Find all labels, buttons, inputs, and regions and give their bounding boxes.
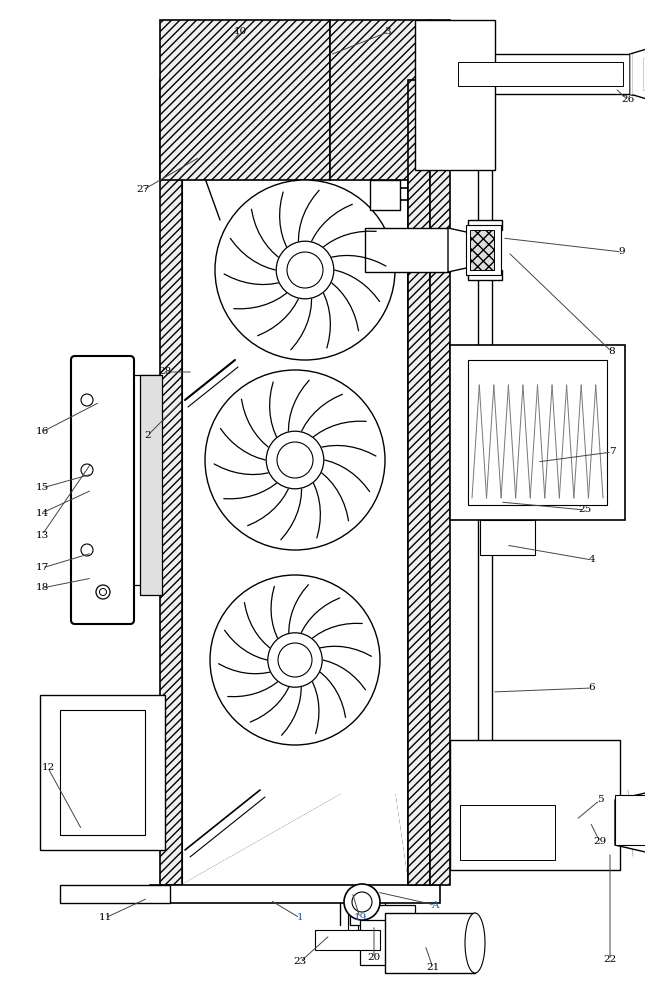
Ellipse shape: [465, 913, 485, 973]
Circle shape: [205, 370, 385, 550]
Text: 20: 20: [368, 954, 381, 962]
Bar: [466, 225, 501, 275]
Bar: [385, 913, 475, 973]
Bar: [350, 905, 415, 925]
Text: A: A: [432, 900, 439, 910]
Text: 25: 25: [579, 506, 591, 514]
Text: 7: 7: [609, 448, 615, 456]
Text: 23: 23: [293, 958, 306, 966]
Bar: [60, 710, 145, 835]
Circle shape: [276, 241, 334, 299]
Bar: [430, 20, 450, 885]
Text: 3: 3: [384, 27, 392, 36]
Circle shape: [99, 588, 106, 595]
Bar: [415, 20, 495, 170]
Bar: [450, 54, 635, 94]
Circle shape: [266, 431, 324, 489]
Bar: [150, 885, 440, 903]
Text: 8: 8: [609, 348, 615, 357]
Circle shape: [96, 585, 110, 599]
Polygon shape: [630, 54, 632, 94]
Polygon shape: [182, 795, 408, 885]
Bar: [450, 345, 625, 520]
Circle shape: [277, 442, 313, 478]
Bar: [315, 930, 380, 950]
Text: 17: 17: [35, 564, 48, 572]
FancyBboxPatch shape: [71, 356, 134, 624]
Text: 4: 4: [589, 556, 595, 564]
Bar: [468, 360, 607, 505]
Text: 16: 16: [35, 428, 48, 436]
Circle shape: [81, 394, 93, 406]
Circle shape: [81, 464, 93, 476]
Text: 26: 26: [621, 96, 635, 104]
Polygon shape: [642, 58, 644, 90]
Circle shape: [210, 575, 380, 745]
Bar: [450, 740, 620, 870]
Polygon shape: [630, 39, 645, 109]
Circle shape: [287, 252, 323, 288]
Bar: [615, 795, 645, 845]
Bar: [370, 180, 400, 210]
Text: 1: 1: [297, 914, 303, 922]
Text: 13: 13: [35, 530, 48, 540]
Bar: [140, 375, 162, 595]
Bar: [480, 520, 535, 555]
Bar: [458, 62, 623, 86]
Bar: [360, 920, 415, 965]
Text: 15: 15: [35, 484, 48, 492]
Bar: [160, 20, 330, 180]
Circle shape: [215, 180, 395, 360]
Bar: [182, 80, 408, 885]
Bar: [40, 695, 165, 850]
Circle shape: [81, 544, 93, 556]
Text: 28: 28: [159, 367, 172, 376]
Bar: [408, 80, 430, 885]
Text: 12: 12: [41, 764, 55, 772]
Text: 10: 10: [233, 27, 246, 36]
Text: 2: 2: [144, 430, 152, 440]
Bar: [160, 80, 182, 885]
Bar: [365, 228, 450, 272]
Bar: [468, 220, 502, 230]
Text: 29: 29: [593, 838, 607, 846]
Bar: [408, 80, 430, 885]
Text: 5: 5: [597, 796, 603, 804]
Polygon shape: [615, 785, 645, 860]
Circle shape: [344, 884, 380, 920]
Text: 14: 14: [35, 508, 48, 518]
Text: 9: 9: [619, 247, 625, 256]
Bar: [460, 805, 555, 860]
Circle shape: [352, 892, 372, 912]
Bar: [330, 20, 430, 180]
Text: 11: 11: [99, 914, 112, 922]
Circle shape: [278, 643, 312, 677]
Bar: [470, 230, 494, 270]
Text: 6: 6: [589, 684, 595, 692]
Bar: [60, 885, 170, 903]
Text: 19: 19: [353, 914, 366, 922]
Circle shape: [268, 633, 322, 687]
Text: 18: 18: [35, 584, 48, 592]
Bar: [468, 270, 502, 280]
Polygon shape: [448, 228, 480, 272]
Text: 21: 21: [426, 964, 440, 972]
Text: 22: 22: [603, 956, 617, 964]
Text: 27: 27: [136, 186, 150, 194]
